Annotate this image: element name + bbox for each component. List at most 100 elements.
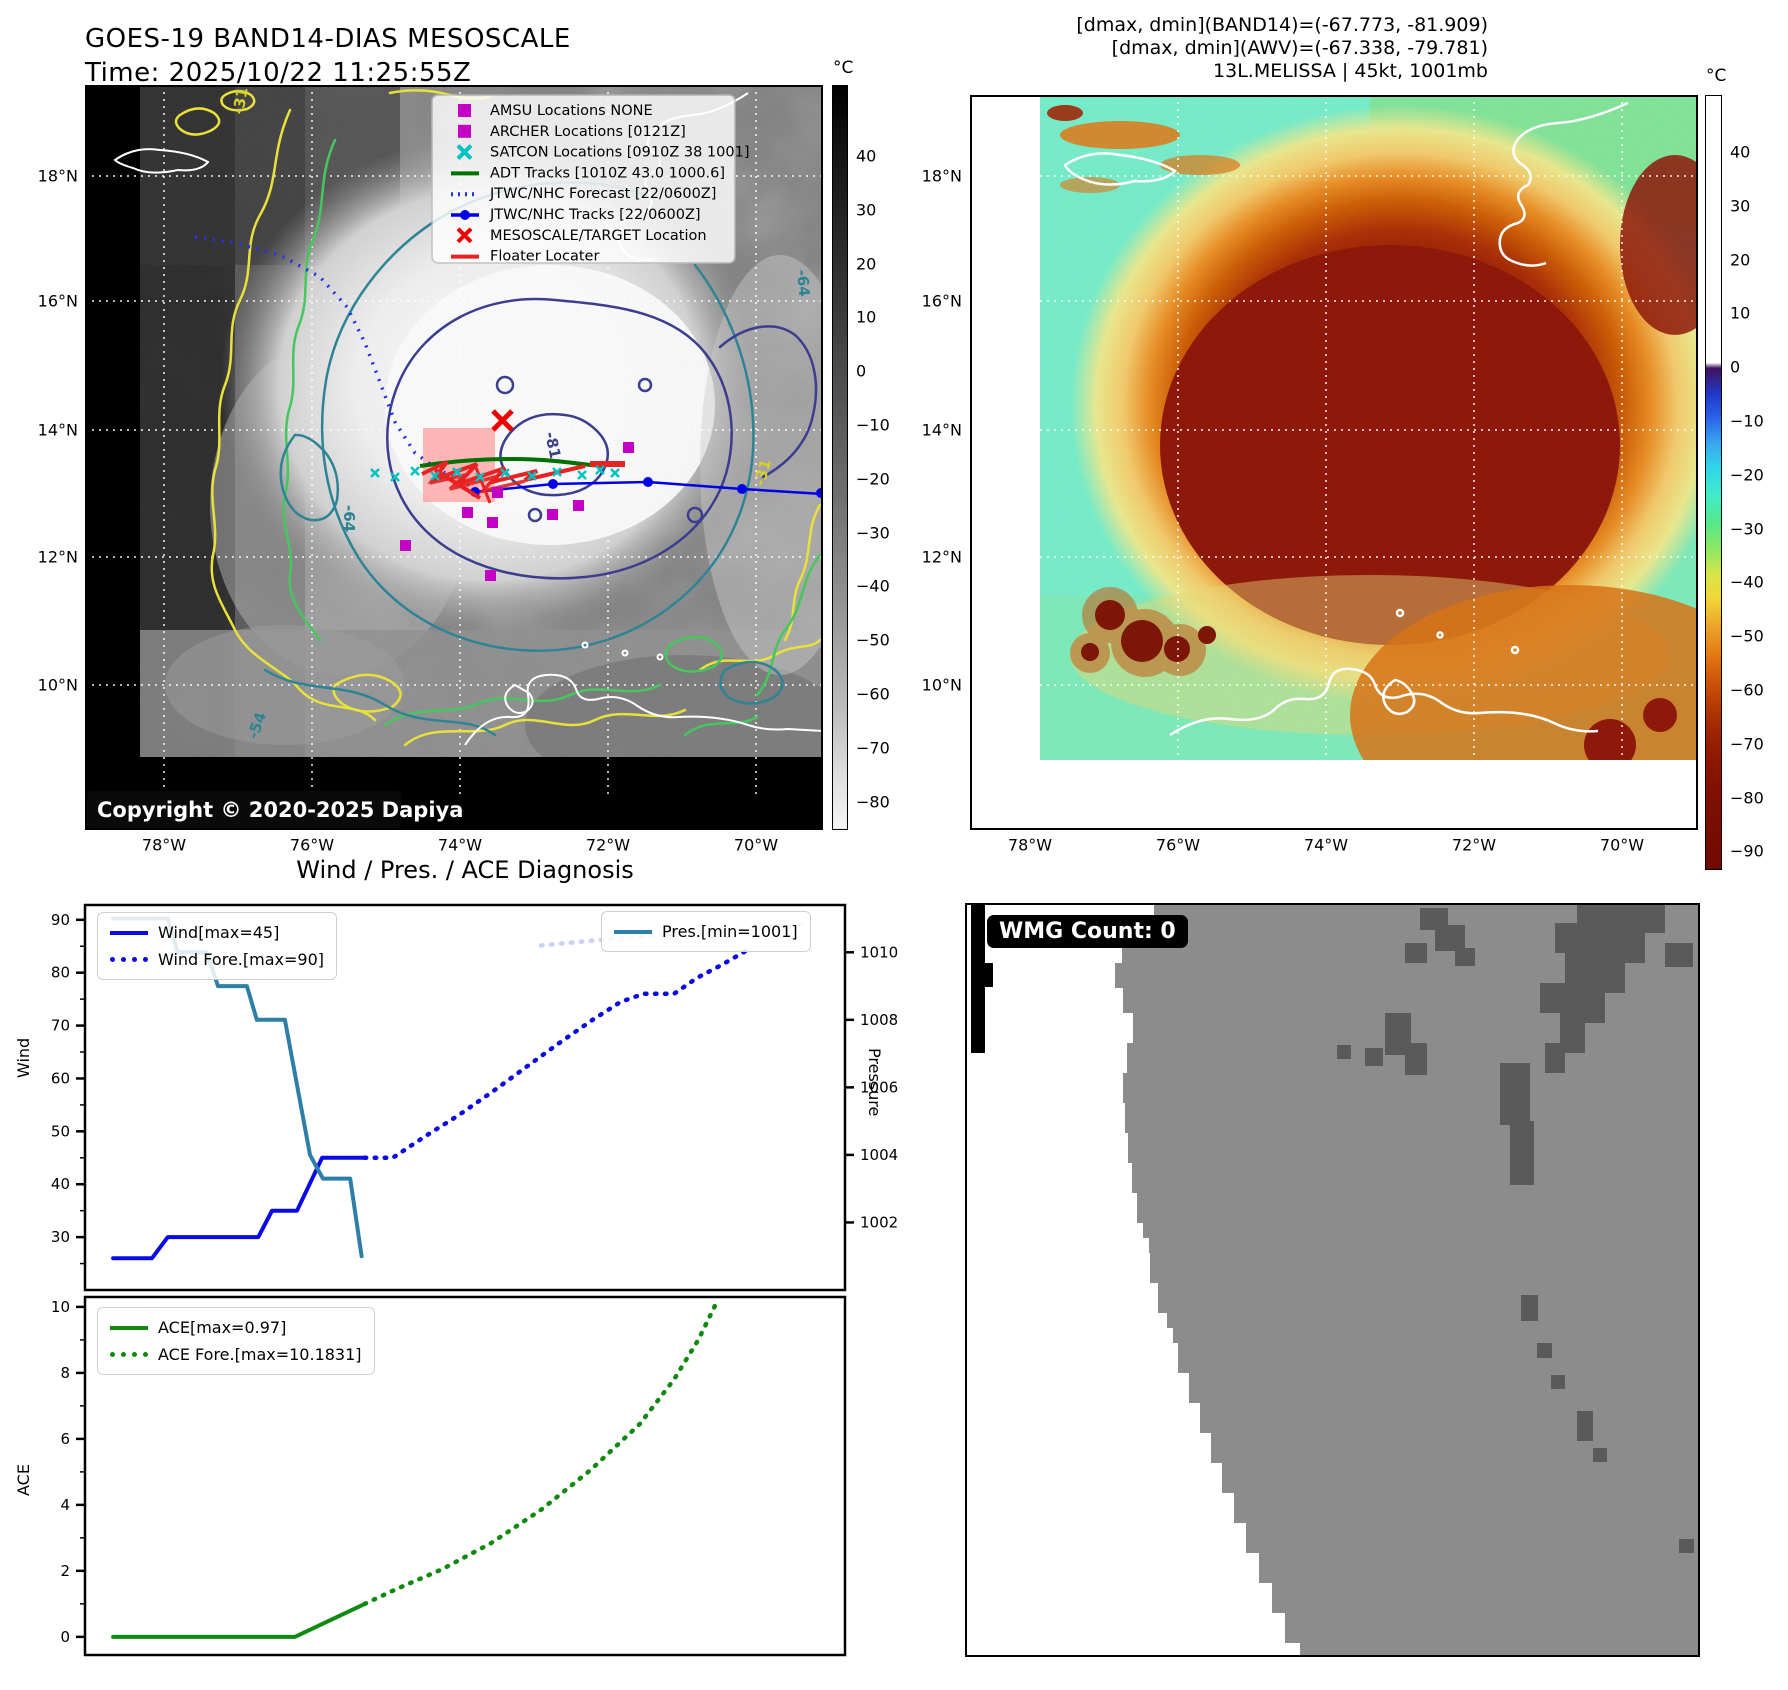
pressure-axis-label: Pressure — [865, 1048, 884, 1117]
y-tick-left: 10 — [51, 1298, 70, 1316]
wmg-dark-patches — [1337, 903, 1694, 1553]
map1-lat-tick: 18°N — [37, 166, 78, 186]
wmg-white-notches — [1135, 1238, 1173, 1348]
legend-series-label: Wind Fore.[max=90] — [158, 949, 324, 969]
y-tick-right: 1008 — [860, 1011, 898, 1029]
jtwc-forecast-track — [194, 235, 479, 492]
series-wind-fore-max-90- — [362, 949, 747, 1161]
colorbar2-tick: −50 — [1730, 626, 1764, 646]
colorbar1-tick: 40 — [856, 146, 877, 166]
map2-lon-tick: 78°W — [1007, 835, 1053, 855]
colorbar2-tick: −30 — [1730, 519, 1764, 539]
y-tick-left: 0 — [60, 1628, 70, 1646]
map2-lat-tick: 16°N — [921, 291, 962, 311]
legend-item-label: JTWC/NHC Tracks [22/0600Z] — [489, 207, 701, 223]
y-tick-left: 50 — [51, 1122, 70, 1140]
map1-lon-tick: 78°W — [141, 835, 187, 855]
colorbar1-tick: 30 — [856, 200, 877, 220]
y-tick-right: 1010 — [860, 943, 898, 961]
satcon-markers — [370, 465, 620, 482]
y-tick-left: 80 — [51, 964, 70, 982]
colorbar1-tick: −40 — [856, 576, 890, 596]
colorbar2-tick: 20 — [1730, 250, 1751, 270]
awv-satellite-map — [970, 95, 1698, 830]
y-tick-left: 6 — [60, 1430, 70, 1448]
legend-row: ACE Fore.[max=10.1831] — [110, 1341, 362, 1368]
colorbar2-tick: −40 — [1730, 572, 1764, 592]
map1-lon-tick: 72°W — [585, 835, 631, 855]
legend-series-label: ACE[max=0.97] — [158, 1317, 287, 1337]
map2-coastlines — [1063, 101, 1629, 737]
y-tick-left: 90 — [51, 911, 70, 929]
contour-teal — [263, 181, 784, 737]
contour-value-label: -64 — [793, 269, 813, 298]
wmg-gray-region — [1115, 903, 1700, 1657]
legend-item-label: ARCHER Locations [0121Z] — [490, 124, 686, 140]
colorbar2-tick: 10 — [1730, 303, 1751, 323]
y-tick-left: 60 — [51, 1069, 70, 1087]
wmg-map — [965, 903, 1700, 1657]
colorbar2 — [1705, 95, 1722, 870]
y-tick-left: 70 — [51, 1017, 70, 1035]
legend-item-label: AMSU Locations NONE — [490, 103, 653, 119]
colorbar1-tick: −50 — [856, 630, 890, 650]
coastline-maracaibo — [504, 683, 534, 714]
y-tick-right: 1006 — [860, 1078, 898, 1096]
band14-satellite-map: -81-64-64-54-31-31 AMSU Locations NONEAR… — [85, 85, 823, 830]
legend-row: Pres.[min=1001] — [614, 918, 798, 945]
colorbar1-tick: 20 — [856, 254, 877, 274]
contour-value-label: -81 — [541, 430, 564, 460]
legend-item-label: SATCON Locations [0910Z 38 1001] — [490, 145, 749, 161]
legend-item-label: ADT Tracks [1010Z 43.0 1000.6] — [490, 165, 725, 181]
colorbar2-unit: °C — [1706, 66, 1727, 86]
map1-lat-tick: 10°N — [37, 675, 78, 695]
y-tick-left: 40 — [51, 1175, 70, 1193]
copyright-text: Copyright © 2020-2025 Dapiya — [97, 798, 463, 822]
y-tick-right: 1004 — [860, 1146, 898, 1164]
island — [656, 653, 664, 661]
legend-series-label: ACE Fore.[max=10.1831] — [158, 1344, 362, 1364]
contour-labels: -81-64-64-54-31-31 — [229, 86, 813, 741]
mesoscale-target-x-icon — [491, 409, 514, 432]
legend-series-label: Pres.[min=1001] — [662, 921, 798, 941]
legend-item-label: MESOSCALE/TARGET Location — [490, 228, 707, 244]
legend-item-label: JTWC/NHC Forecast [22/0600Z] — [489, 186, 716, 202]
colorbar2-tick: 40 — [1730, 142, 1751, 162]
panel2-header: [dmax, dmin](BAND14)=(-67.773, -81.909) … — [1076, 14, 1488, 83]
map2-gridlines — [1029, 95, 1698, 760]
legend-line-sample — [110, 957, 148, 962]
wind-axis-label: Wind — [14, 1037, 33, 1078]
storm-tracks — [194, 235, 823, 581]
awv-data-region — [1040, 95, 1698, 760]
wmg-black-bar — [965, 903, 993, 1053]
series-ace-max-0-97- — [111, 1601, 367, 1639]
y-tick-right: 1002 — [860, 1213, 898, 1231]
map1-lat-tick: 12°N — [37, 547, 78, 567]
map2-lat-tick: 10°N — [921, 675, 962, 695]
wind-legend: Wind[max=45] Wind Fore.[max=90] — [97, 912, 337, 980]
ace-axis-label: ACE — [14, 1464, 33, 1496]
ace-legend: ACE[max=0.97] ACE Fore.[max=10.1831] — [97, 1307, 375, 1375]
panel1-title: GOES-19 BAND14-DIAS MESOSCALE Time: 2025… — [85, 22, 571, 90]
map1-lat-tick: 14°N — [37, 420, 78, 440]
charts-title: Wind / Pres. / ACE Diagnosis — [296, 856, 634, 884]
legend-row: Wind Fore.[max=90] — [110, 946, 324, 973]
island — [621, 649, 629, 657]
map2-lon-tick: 76°W — [1155, 835, 1201, 855]
legend-row: Wind[max=45] — [110, 919, 324, 946]
colorbar2-tick: −20 — [1730, 465, 1764, 485]
legend-line-sample — [614, 929, 652, 934]
contour-navy — [386, 297, 818, 580]
map1-lon-tick: 70°W — [733, 835, 779, 855]
pressure-legend: Pres.[min=1001] — [601, 911, 811, 952]
map1-lon-tick: 76°W — [289, 835, 335, 855]
legend-item-label: Floater Locater — [490, 249, 599, 265]
colorbar2-tick: −90 — [1730, 841, 1764, 861]
y-tick-left: 4 — [60, 1496, 70, 1514]
colorbar2-tick: −70 — [1730, 734, 1764, 754]
coastline-jamaica — [113, 148, 210, 174]
contour-value-label: -31 — [229, 86, 251, 116]
y-tick-left: 8 — [60, 1364, 70, 1382]
legend-row: ACE[max=0.97] — [110, 1314, 362, 1341]
